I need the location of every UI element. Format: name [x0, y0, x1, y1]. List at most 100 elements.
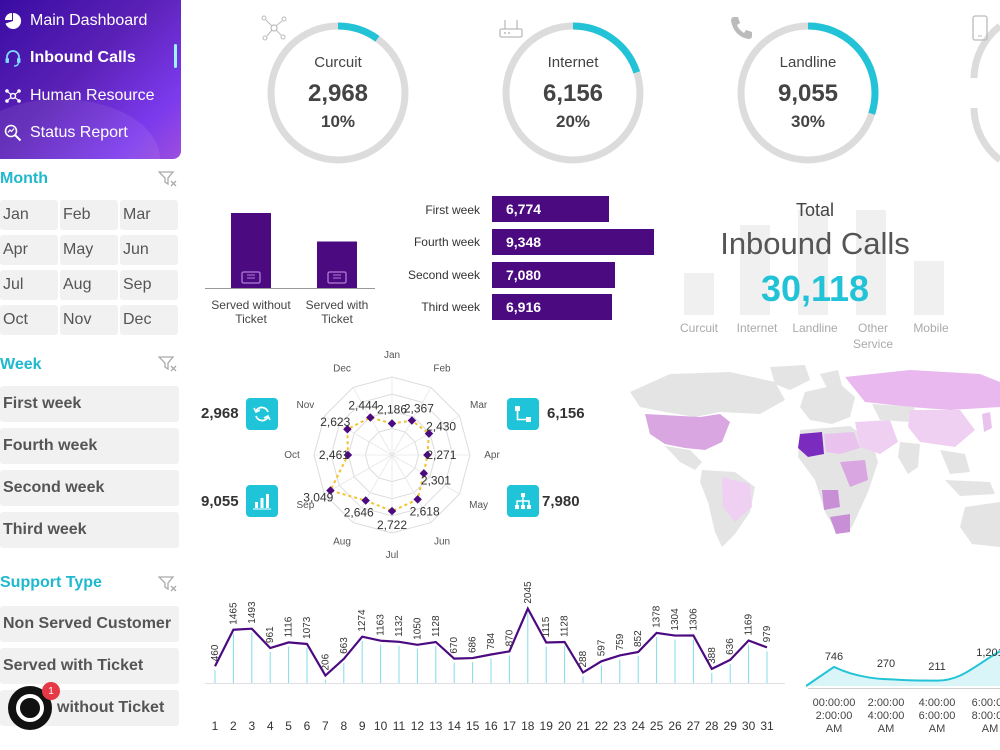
month-button-nov[interactable]: Nov [60, 305, 118, 335]
line-chart-value-label: 961 [265, 626, 276, 643]
gauge-value: 9,055 [777, 80, 839, 107]
line-chart-x-tick: 10 [374, 719, 388, 733]
line-chart-x-tick: 17 [503, 719, 517, 733]
line-chart-value-label: 1169 [744, 614, 755, 636]
line-chart-value-label: 1493 [247, 601, 258, 624]
nav-item-human-resource[interactable]: Human Resource [4, 81, 155, 111]
week-bar-label: Third week [421, 300, 480, 314]
line-chart-value-label: 759 [615, 633, 626, 650]
clear-filter-icon[interactable] [157, 575, 178, 593]
radar-category-label: Mar [470, 400, 488, 411]
area-chart-value-label: 270 [877, 658, 895, 670]
router-icon [497, 14, 525, 42]
month-button-mar[interactable]: Mar [120, 200, 178, 230]
radar-point [326, 486, 335, 495]
radar-point [387, 419, 397, 428]
week-button-second[interactable]: Second week [0, 470, 179, 506]
month-filter-title: Month [0, 170, 48, 187]
week-button-third[interactable]: Third week [0, 512, 179, 548]
week-bar: 9,348 [492, 229, 654, 255]
gauge-title: Curcuit [314, 54, 362, 71]
radar-point [343, 450, 353, 460]
map-region-algeria [798, 432, 824, 457]
nav-item-main-dashboard[interactable]: Main Dashboard [4, 6, 147, 36]
mobile-icon [966, 14, 994, 42]
month-button-oct[interactable]: Oct [0, 305, 58, 335]
pie-chart-icon [4, 12, 22, 30]
area-chart-x-tick: 2:00:00 [816, 710, 853, 722]
week-bar: 7,080 [492, 262, 615, 288]
radar-value-label: 2,623 [320, 415, 350, 429]
map-region-greenland [770, 365, 810, 390]
network-icon [507, 485, 539, 517]
total-category-label: Other [857, 321, 888, 335]
line-chart-x-tick: 11 [393, 719, 406, 733]
map-region-europe [800, 384, 855, 424]
clear-filter-icon[interactable] [157, 355, 178, 373]
radar-spoke [391, 415, 460, 456]
area-chart-value-label: 746 [825, 651, 843, 663]
gauge-value: 2,968 [307, 80, 369, 107]
nav-active-indicator [174, 44, 177, 68]
line-chart-value-label: 1163 [376, 614, 387, 636]
line-chart-x-tick: 8 [340, 719, 347, 733]
line-chart-value-label: 686 [468, 636, 479, 653]
week-button-fourth[interactable]: Fourth week [0, 428, 179, 464]
clear-filter-icon[interactable] [157, 170, 178, 188]
month-button-sep[interactable]: Sep [120, 270, 178, 300]
area-chart-x-tick: 6:00:00 [919, 710, 956, 722]
notification-button[interactable]: 1 [8, 682, 60, 730]
week-filter-title: Week [0, 356, 42, 373]
notification-badge: 1 [42, 682, 60, 700]
support-button-served-with-ticket[interactable]: Served with Ticket [0, 648, 179, 684]
headset-icon [4, 49, 22, 67]
area-chart-x-tick: AM [982, 723, 999, 735]
line-chart-value-label: 784 [486, 632, 497, 649]
area-chart-series [806, 650, 1000, 687]
line-chart-series [214, 606, 768, 678]
people-network-icon [4, 87, 22, 105]
line-chart-x-tick: 28 [705, 719, 719, 733]
month-button-jun[interactable]: Jun [120, 235, 178, 265]
ticket-category-label: Served without Ticket [211, 298, 291, 326]
gauge-partial-ring [970, 23, 1000, 163]
support-button-non-served[interactable]: Non Served Customer [0, 606, 179, 642]
month-button-apr[interactable]: Apr [0, 235, 58, 265]
line-chart-x-tick: 18 [521, 719, 535, 733]
nav-item-label: Inbound Calls [30, 49, 136, 66]
area-chart-x-tick: 2:00:00 [868, 697, 905, 709]
map-region-south-africa [830, 514, 850, 534]
gauge-landline: Landline 9,055 30% [733, 18, 883, 168]
radar-category-label: Sep [296, 500, 314, 511]
line-chart-value-label: 870 [504, 629, 515, 646]
radar-spoke [391, 454, 432, 523]
line-chart-x-tick: 25 [650, 719, 664, 733]
radar-value-label: 3,049 [303, 491, 333, 505]
circuit-icon [260, 14, 288, 42]
month-button-feb[interactable]: Feb [60, 200, 118, 230]
month-button-jan[interactable]: Jan [0, 200, 58, 230]
area-chart-x-tick: AM [929, 723, 946, 735]
nav-item-inbound-calls[interactable]: Inbound Calls [4, 43, 136, 73]
month-button-aug[interactable]: Aug [60, 270, 118, 300]
line-chart-x-tick: 9 [359, 719, 366, 733]
line-chart-x-tick: 15 [466, 719, 480, 733]
month-button-may[interactable]: May [60, 235, 118, 265]
total-category-label: Service [852, 337, 893, 351]
line-chart-x-tick: 13 [429, 719, 443, 733]
area-chart-x-tick: 4:00:00 [919, 697, 956, 709]
map-region-mexico [665, 446, 702, 470]
radar-point [419, 469, 429, 478]
week-button-first[interactable]: First week [0, 386, 179, 422]
line-chart-x-tick: 6 [304, 719, 311, 733]
radar-point [361, 496, 370, 505]
area-chart-x-tick: 4:00:00 [868, 710, 905, 722]
kpi-value: 9,055 [201, 493, 239, 510]
map-region-brazil [722, 477, 752, 522]
month-button-jul[interactable]: Jul [0, 270, 58, 300]
month-button-dec[interactable]: Dec [120, 305, 178, 335]
total-value: 30,118 [760, 268, 870, 309]
nav-item-status-report[interactable]: Status Report [4, 118, 128, 148]
radar-value-label: 2,430 [426, 420, 456, 434]
week-bar-label: First week [425, 203, 480, 217]
